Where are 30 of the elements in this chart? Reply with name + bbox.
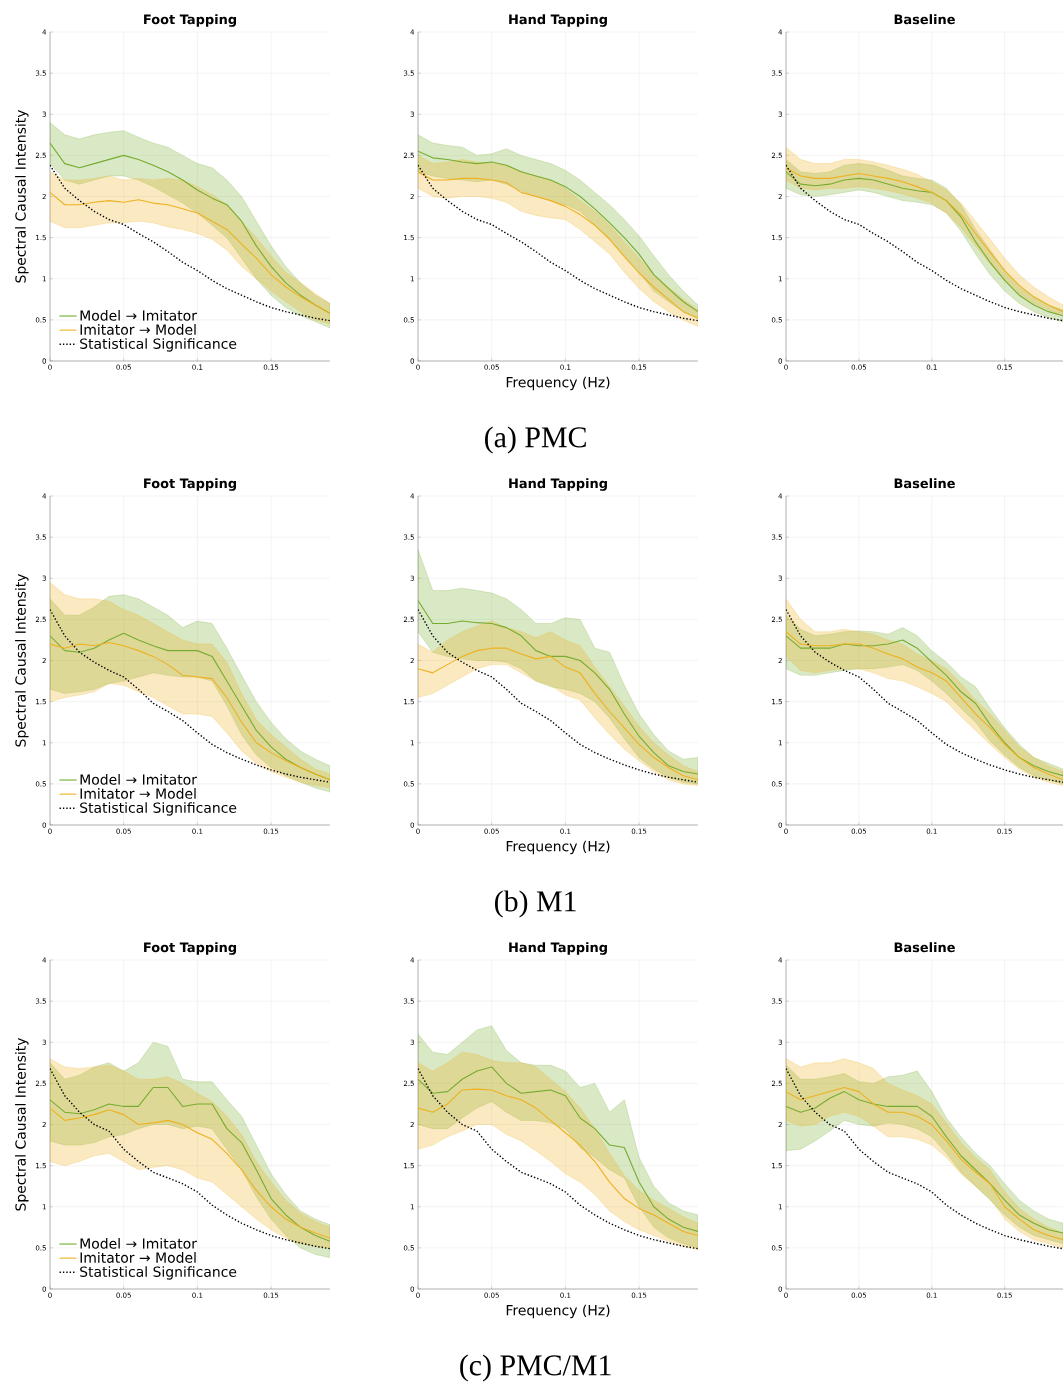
x-axis-title: Frequency (Hz) [506,1304,610,1319]
chart-title: Baseline [894,478,955,489]
x-axis-title: Frequency (Hz) [506,840,610,855]
legend-label: Statistical Significance [80,1266,237,1280]
chart-title: Baseline [894,942,955,953]
chart-title: Foot Tapping [144,478,237,491]
legend-label: Imitator → Model [80,1252,196,1263]
text: (c) PMC/M1 [460,1354,611,1382]
line-series [418,647,699,781]
legend-label: Model → Imitator [80,774,197,785]
line-series [50,1107,330,1239]
x-axis-title: Frequency (Hz) [506,376,610,391]
legend-label: Model → Imitator [80,1238,197,1249]
y-axis-title: Spectral Causal Intensity [15,1037,29,1211]
chart-title: Foot Tapping [144,942,237,955]
chart-title: Hand Tapping [509,942,607,955]
chart-title: Baseline [894,14,955,25]
text: (b) M1 [495,890,576,918]
y-axis-title: Spectral Causal Intensity [15,573,29,747]
chart-title: Hand Tapping [509,14,607,27]
legend-label: Imitator → Model [80,788,196,799]
chart-title: Hand Tapping [509,478,607,491]
legend-label: Statistical Significance [80,802,237,816]
legend-label: Statistical Significance [80,338,237,352]
legend-label: Imitator → Model [80,324,196,335]
y-axis-title: Spectral Causal Intensity [15,109,29,283]
chart-title: Foot Tapping [144,14,237,27]
line-series [418,1088,699,1237]
legend-label: Model → Imitator [80,309,197,321]
text: (a) PMC [485,426,586,454]
